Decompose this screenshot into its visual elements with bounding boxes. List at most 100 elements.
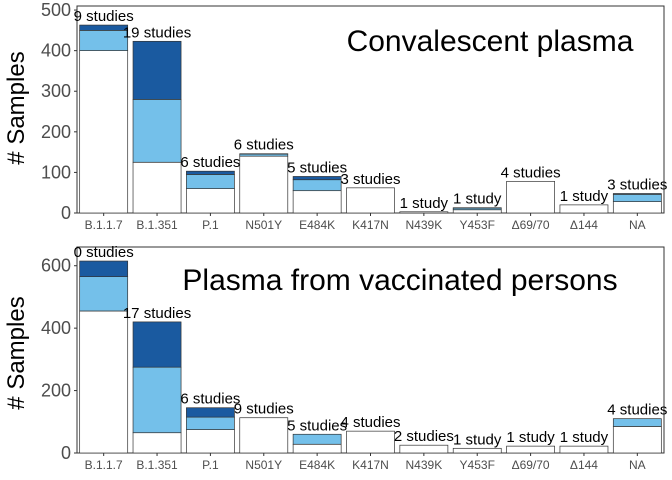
bar-segment-N439K-1 (399, 444, 449, 454)
bar-annotation: 1 study (560, 429, 609, 446)
bar-segment-P.1-1 (186, 429, 235, 454)
bar-segment-B.1.351-2 (132, 99, 182, 163)
x-tick-label: Y453F (460, 458, 495, 472)
y-axis-label: # Samples (3, 296, 30, 409)
bar-annotation: 1 study (560, 188, 609, 205)
x-tick-label: E484K (299, 218, 335, 232)
chart-panel-1: 9 studies B.1.1.7 19 studies B.1.351 6 studi… (3, 0, 667, 232)
bar-annotation: 3 studies (607, 177, 667, 194)
y-tick-label: 500 (41, 0, 71, 20)
bar-segment-Δ69/70-1 (506, 180, 555, 214)
bar-segment-Y453F-1 (452, 209, 502, 214)
bar-segment-E484K-1 (292, 443, 342, 454)
x-tick-label: P.1 (202, 458, 219, 472)
bar-segment-K417N-1 (346, 187, 395, 214)
x-tick-label: NA (629, 458, 646, 472)
y-tick-label: 600 (41, 256, 71, 276)
bar-segment-B.1.1.7-1 (79, 310, 129, 454)
bar-segment-B.1.351-3 (132, 321, 182, 368)
bar-segment-N439K-1 (399, 211, 449, 214)
bar-annotation: 1 study (453, 191, 502, 208)
bar-segment-NA-2 (612, 193, 662, 202)
bar-segment-NA-1 (612, 201, 662, 214)
bar-segment-P.1-2 (186, 174, 235, 189)
bar-annotation: 19 studies (123, 24, 191, 41)
bar-annotation: 6 studies (234, 137, 294, 154)
y-tick-label: 200 (41, 381, 71, 401)
bar-segment-E484K-1 (292, 190, 342, 214)
x-tick-label: Δ144 (570, 218, 598, 232)
y-tick-label: 400 (41, 318, 71, 338)
x-tick-label: Δ69/70 (512, 218, 550, 232)
bar-annotation: 9 studies (234, 401, 294, 418)
bar-segment-E484K-2 (292, 433, 342, 445)
bar-annotation: 1 study (506, 429, 555, 446)
bar-segment-Δ144-1 (559, 204, 609, 214)
x-tick-label: N501Y (245, 458, 282, 472)
bar-annotation: 4 studies (607, 402, 667, 419)
bar-segment-NA-2 (612, 418, 662, 427)
bar-segment-Y453F-1 (452, 447, 502, 454)
bar-segment-Δ69/70-1 (506, 445, 555, 454)
y-tick-label: 300 (41, 81, 71, 101)
x-tick-label: B.1.1.7 (85, 218, 123, 232)
x-tick-label: N439K (406, 458, 443, 472)
bar-segment-P.1-3 (186, 170, 235, 175)
bar-segment-B.1.351-2 (132, 366, 182, 434)
bar-segment-E484K-3 (292, 176, 342, 181)
bar-segment-P.1-2 (186, 416, 235, 430)
bar-segment-B.1.1.7-3 (79, 24, 129, 31)
x-tick-label: N501Y (245, 218, 282, 232)
bar-annotation: 4 studies (501, 164, 561, 181)
x-tick-label: Y453F (460, 218, 495, 232)
bar-annotation: 3 studies (340, 171, 400, 188)
bar-segment-NA-1 (612, 426, 662, 454)
y-tick-label: 100 (41, 162, 71, 182)
x-tick-label: K417N (352, 218, 389, 232)
x-tick-label: P.1 (202, 218, 219, 232)
bar-segment-NA-3 (612, 193, 662, 195)
bar-annotation: 5 studies (287, 417, 347, 434)
x-tick-label: Δ69/70 (512, 458, 550, 472)
bar-segment-P.1-1 (186, 188, 235, 214)
bar-segment-B.1.1.7-2 (79, 30, 129, 51)
bar-annotation: 1 study (453, 431, 502, 448)
y-tick-label: 400 (41, 41, 71, 61)
bar-annotation: 1 study (400, 195, 449, 212)
x-tick-label: B.1.351 (136, 458, 178, 472)
bar-segment-E484K-2 (292, 179, 342, 192)
panel-title: Convalescent plasma (347, 25, 634, 58)
bar-segment-N501Y-1 (239, 155, 289, 214)
bar-segment-B.1.351-3 (132, 40, 182, 100)
y-tick-label: 0 (61, 443, 71, 463)
x-tick-label: N439K (406, 218, 443, 232)
x-tick-label: B.1.351 (136, 218, 178, 232)
bar-annotation: 2 studies (394, 428, 454, 445)
bar-segment-P.1-3 (186, 407, 235, 418)
bar-annotation: 9 studies (74, 8, 134, 25)
bar-annotation: 6 studies (180, 391, 240, 408)
bar-segment-B.1.1.7-3 (79, 260, 129, 278)
bar-annotation: 4 studies (340, 414, 400, 431)
x-tick-label: K417N (352, 458, 389, 472)
bar-segment-B.1.351-1 (132, 432, 182, 454)
y-axis-label: # Samples (3, 51, 30, 164)
x-tick-label: B.1.1.7 (85, 458, 123, 472)
x-tick-label: E484K (299, 458, 335, 472)
x-tick-label: NA (629, 218, 646, 232)
y-tick-label: 0 (61, 203, 71, 223)
bar-annotation: 0 studies (74, 244, 134, 261)
bar-segment-B.1.1.7-1 (79, 50, 129, 214)
bar-segment-N501Y-1 (239, 417, 289, 454)
bar-segment-B.1.1.7-2 (79, 276, 129, 312)
panel-title: Plasma from vaccinated persons (182, 264, 617, 297)
bar-annotation: 6 studies (180, 154, 240, 171)
bar-annotation: 5 studies (287, 159, 347, 176)
bar-segment-K417N-1 (346, 430, 395, 454)
bar-annotation: 17 studies (123, 305, 191, 322)
y-tick-label: 200 (41, 122, 71, 142)
bar-segment-Δ144-1 (559, 445, 609, 454)
chart-panel-2: 0 studies B.1.1.7 17 studies B.1.351 6 studi… (3, 244, 667, 472)
bar-segment-B.1.351-1 (132, 161, 182, 214)
